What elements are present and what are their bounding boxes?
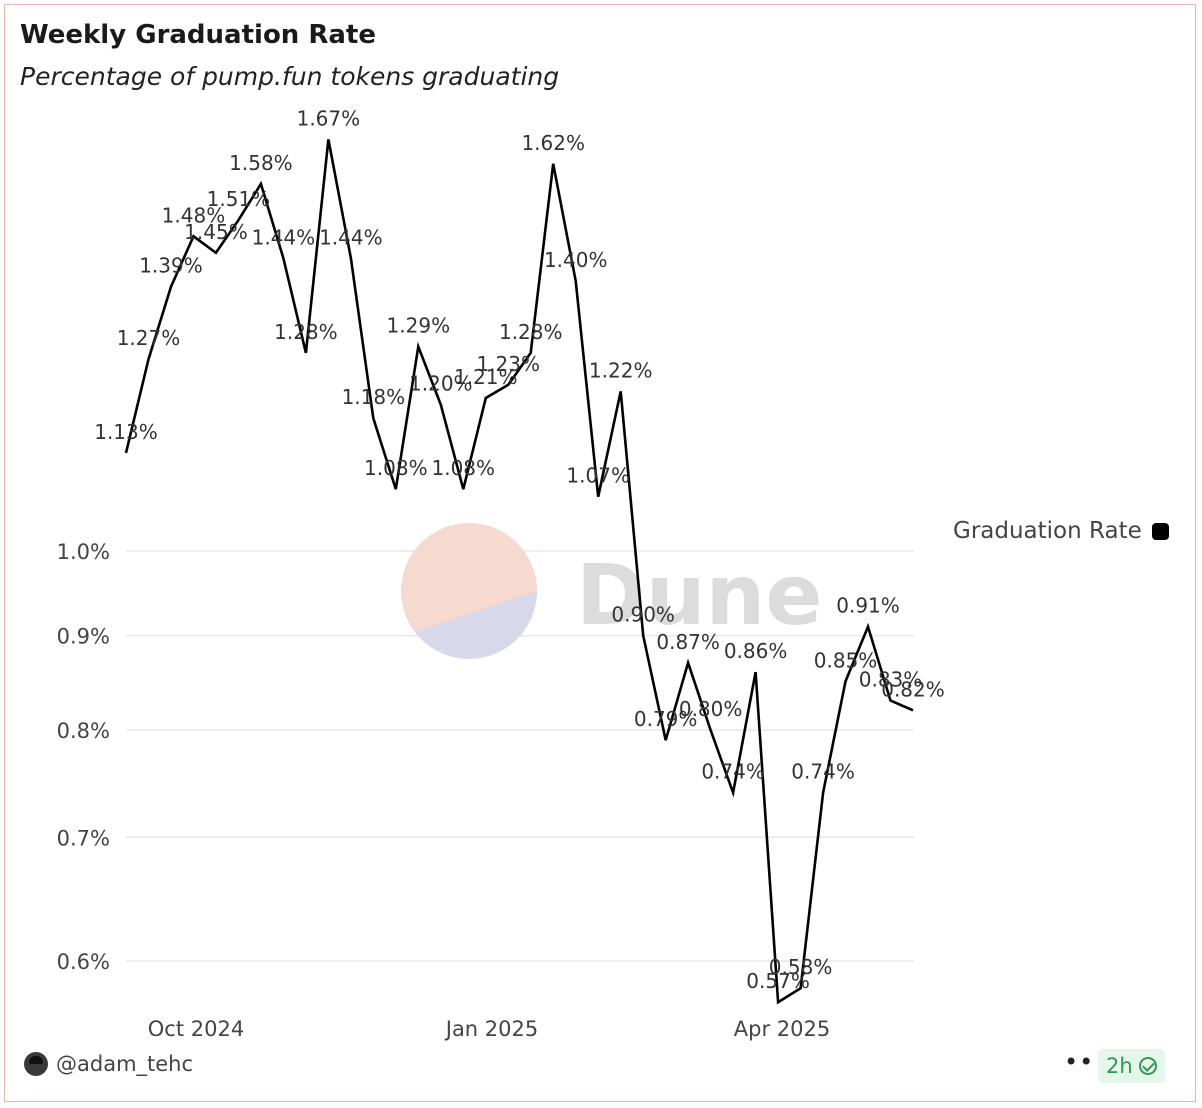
data-label: 1.62%	[521, 131, 585, 155]
y-tick-label: 1.0%	[57, 540, 110, 564]
data-label: 0.80%	[679, 697, 743, 721]
data-label: 0.86%	[724, 639, 788, 663]
check-circle-icon	[1138, 1057, 1157, 1075]
data-label: 0.90%	[611, 603, 675, 627]
data-label: 1.45%	[184, 220, 248, 244]
data-label: 1.13%	[94, 420, 158, 444]
data-label: 1.28%	[499, 320, 563, 344]
data-label: 1.28%	[274, 320, 338, 344]
dune-wordmark: Dune	[576, 546, 822, 644]
avatar	[24, 1052, 48, 1076]
data-label: 0.74%	[701, 760, 765, 784]
data-label: 0.57%	[746, 969, 810, 993]
series-line-graduation-rate	[124, 139, 914, 1005]
data-label: 1.44%	[319, 225, 383, 249]
data-label: 0.79%	[634, 707, 698, 731]
age-text: 2h	[1106, 1054, 1133, 1078]
x-tick-label: Oct 2024	[148, 1017, 244, 1041]
data-label: 0.58%	[769, 955, 833, 979]
chart-title: Weekly Graduation Rate	[20, 20, 376, 50]
y-tick-label: 0.6%	[57, 950, 110, 974]
data-label: 1.44%	[252, 225, 316, 249]
y-tick-label: 0.8%	[57, 719, 110, 743]
legend[interactable]: Graduation Rate	[953, 518, 1169, 544]
chart-subtitle: Percentage of pump.fun tokens graduating	[20, 62, 560, 91]
data-label: 1.40%	[544, 248, 608, 272]
data-label: 1.67%	[297, 106, 361, 130]
data-label: 0.83%	[859, 668, 923, 692]
data-label: 1.23%	[476, 352, 540, 376]
data-label: 0.74%	[791, 760, 855, 784]
data-label: 1.18%	[342, 385, 406, 409]
legend-label: Graduation Rate	[953, 518, 1142, 544]
data-label: 0.91%	[836, 594, 900, 618]
data-label: 1.27%	[117, 326, 181, 350]
author-link[interactable]: @adam_tehc	[24, 1052, 193, 1076]
data-label: 1.29%	[387, 314, 451, 338]
x-tick-label: Jan 2025	[444, 1017, 539, 1041]
y-tick-label: 0.7%	[57, 826, 110, 850]
data-label: 1.08%	[432, 456, 496, 480]
dune-watermark: Dune	[401, 523, 822, 659]
data-label: 1.51%	[207, 187, 271, 211]
data-label: 1.48%	[162, 203, 226, 227]
data-label: 1.20%	[409, 372, 473, 396]
legend-swatch	[1151, 522, 1169, 540]
chart-card	[4, 4, 1196, 1102]
refresh-age-badge[interactable]: 2h	[1098, 1049, 1165, 1083]
data-label: 1.08%	[364, 456, 428, 480]
data-label: 0.82%	[881, 677, 945, 701]
data-label: 1.22%	[589, 358, 653, 382]
data-label: 1.58%	[229, 151, 293, 175]
dune-logo-lower-half	[415, 591, 537, 659]
data-label: 0.85%	[814, 648, 878, 672]
author-handle: @adam_tehc	[56, 1052, 194, 1076]
data-label: 1.39%	[139, 254, 203, 278]
y-tick-label: 0.9%	[57, 625, 110, 649]
data-label: 0.87%	[656, 630, 720, 654]
x-tick-label: Apr 2025	[734, 1017, 830, 1041]
data-label: 1.21%	[454, 365, 518, 389]
data-label: 1.07%	[566, 464, 630, 488]
